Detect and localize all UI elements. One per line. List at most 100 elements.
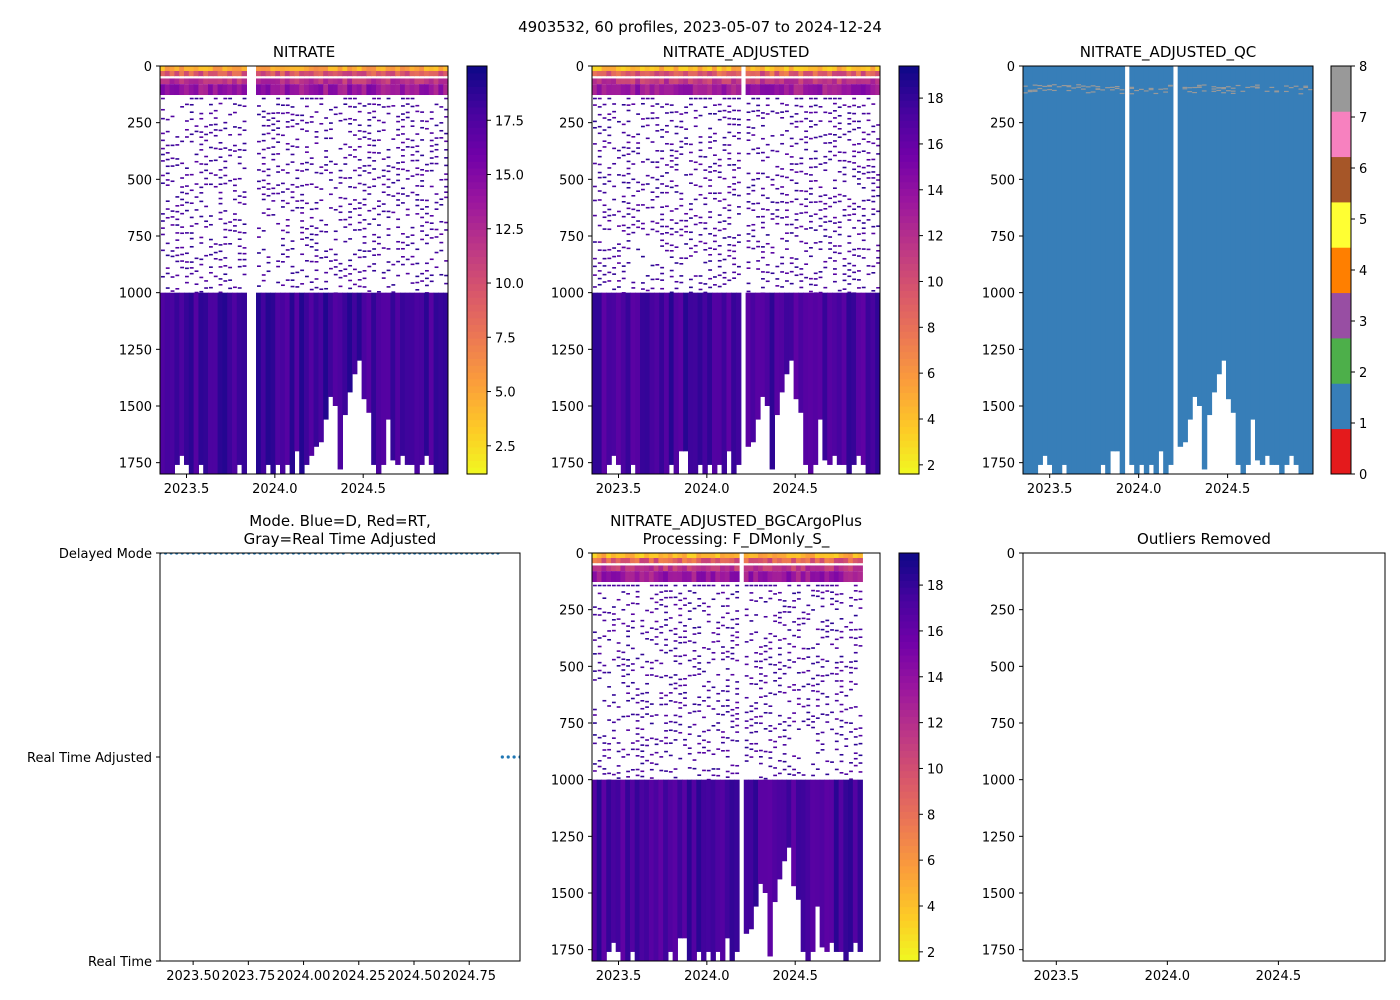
mid-depth-dash [665, 112, 669, 114]
mid-depth-dash [635, 720, 640, 722]
mid-depth-dash [194, 130, 199, 133]
colorbar-segment [899, 426, 919, 434]
mid-depth-dash [849, 666, 853, 669]
mid-depth-dash [650, 206, 655, 209]
mid-depth-dash [242, 196, 247, 198]
mid-depth-dash [737, 213, 741, 215]
nitracline-cell [644, 78, 651, 85]
mid-depth-dash [401, 247, 405, 250]
mid-depth-dash [655, 150, 660, 152]
colorbar-segment [899, 93, 919, 101]
mid-depth-dash [758, 749, 763, 752]
colorbar-segment [899, 682, 919, 690]
mid-depth-dash [377, 205, 381, 208]
surface-cell [356, 70, 363, 77]
mid-depth-dash [199, 97, 204, 100]
mid-depth-dash [721, 658, 725, 661]
mid-depth-dash [785, 272, 789, 275]
mid-depth-dash [309, 116, 314, 118]
mid-depth-dash [204, 205, 209, 208]
mid-depth-dash [329, 267, 333, 270]
mid-depth-dash [276, 265, 281, 268]
nitracline-cell [625, 571, 631, 583]
mid-depth-dash [607, 167, 612, 169]
deep-cell [791, 779, 797, 887]
mid-depth-dash [290, 183, 295, 186]
surface-cell [748, 557, 754, 564]
mid-depth-dash [727, 186, 732, 188]
deep-cell [615, 779, 622, 952]
deep-cell [856, 292, 862, 456]
mid-depth-dash [377, 291, 381, 293]
mid-depth-dash [285, 218, 290, 221]
mid-depth-dash [773, 767, 778, 769]
mid-depth-dash [285, 279, 290, 281]
surface-cell [203, 70, 209, 77]
mid-depth-dash [761, 208, 765, 210]
surface-cell [800, 557, 807, 564]
mid-depth-dash [640, 632, 645, 635]
mid-depth-dash [847, 262, 852, 265]
mid-depth-dash [749, 731, 754, 734]
mid-depth-dash [876, 144, 880, 147]
mid-depth-dash [405, 169, 410, 172]
colorbar-segment [899, 927, 919, 935]
nitracline-cell [702, 78, 708, 85]
mid-depth-dash [722, 116, 727, 119]
mid-depth-dash [706, 613, 711, 616]
mid-depth-dash [678, 641, 683, 644]
mid-depth-dash [641, 255, 645, 258]
mid-depth-dash [665, 164, 669, 166]
mid-depth-dash [429, 111, 434, 113]
colorbar-segment [467, 460, 487, 468]
mid-depth-dash [616, 665, 621, 667]
colorbar-segment [467, 365, 487, 373]
mid-depth-dash [799, 105, 804, 108]
mid-depth-dash [659, 756, 664, 758]
mid-depth-dash [823, 155, 828, 158]
mid-depth-dash [319, 122, 324, 125]
mid-depth-dash [756, 109, 761, 112]
mid-depth-dash [338, 147, 343, 150]
mid-depth-dash [319, 188, 324, 190]
deep-cell [347, 292, 353, 393]
mid-depth-dash [858, 727, 863, 729]
deep-cell [786, 779, 792, 848]
mid-depth-dash [309, 288, 314, 291]
mid-depth-dash [630, 697, 635, 700]
mid-depth-dash [271, 146, 276, 148]
surface-cell [179, 70, 185, 77]
qc-column [1105, 66, 1111, 474]
mid-depth-dash [300, 212, 305, 214]
nitracline-cell [682, 571, 688, 583]
mid-depth-dash [674, 280, 679, 283]
surface-cell [169, 70, 175, 77]
mid-depth-dash [309, 97, 314, 100]
mid-depth-dash [185, 136, 189, 138]
mid-depth-dash [271, 123, 276, 126]
mid-depth-dash [844, 738, 849, 740]
mid-depth-dash [261, 156, 266, 159]
colorbar-tick-label: 4 [1359, 264, 1367, 279]
mid-depth-dash [668, 720, 673, 723]
mid-depth-dash [209, 146, 213, 149]
mid-depth-dash [626, 186, 631, 189]
mid-depth-dash [261, 198, 266, 201]
mid-depth-dash [381, 277, 386, 279]
mid-depth-dash [689, 103, 693, 106]
mid-depth-dash [876, 225, 880, 227]
surface-cell [601, 557, 607, 564]
nitracline-cell [400, 84, 406, 96]
mid-depth-dash [871, 189, 876, 192]
mid-depth-dash [722, 136, 727, 139]
mid-depth-dash [654, 659, 659, 662]
mid-depth-dash [602, 671, 607, 674]
deep-cell [731, 292, 737, 474]
mid-depth-dash [668, 771, 673, 773]
nitracline-cell [164, 84, 171, 96]
deep-cell [188, 292, 195, 474]
nitracline-cell [860, 84, 867, 96]
mid-depth-dash [434, 124, 439, 127]
mid-depth-dash [775, 150, 780, 153]
